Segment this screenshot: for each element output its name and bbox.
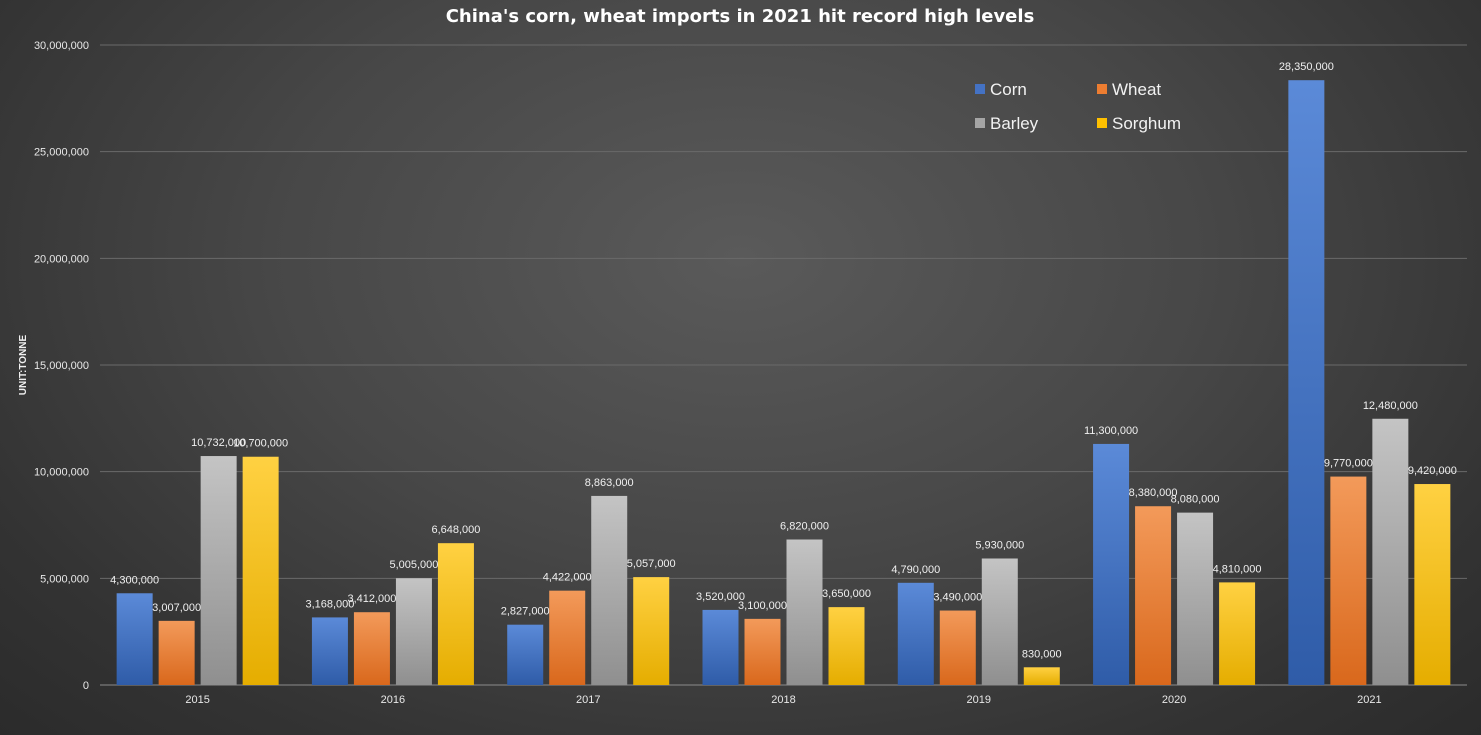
data-label-corn-2017: 2,827,000	[501, 606, 550, 618]
bar-barley-2018	[786, 539, 823, 685]
legend-label-wheat: Wheat	[1112, 80, 1161, 99]
data-label-barley-2021: 12,480,000	[1363, 400, 1418, 412]
bar-sorghum-2015	[242, 456, 279, 685]
bar-sorghum-2019	[1023, 667, 1060, 685]
bar-wheat-2018	[744, 618, 781, 685]
data-label-barley-2016: 5,005,000	[389, 559, 438, 571]
bar-corn-2020	[1093, 443, 1130, 685]
data-label-wheat-2016: 3,412,000	[347, 593, 396, 605]
bar-barley-2019	[981, 558, 1018, 685]
legend-swatch-corn	[975, 84, 985, 94]
y-tick-label: 10,000,000	[34, 467, 89, 479]
legend-swatch-sorghum	[1097, 118, 1107, 128]
x-tick-label: 2021	[1357, 694, 1381, 706]
bar-barley-2020	[1177, 512, 1214, 685]
bar-wheat-2020	[1135, 506, 1172, 685]
data-label-barley-2017: 8,863,000	[585, 477, 634, 489]
bar-corn-2017	[507, 624, 544, 685]
legend-swatch-barley	[975, 118, 985, 128]
bar-wheat-2015	[158, 620, 195, 685]
bar-corn-2015	[116, 593, 153, 685]
data-label-corn-2019: 4,790,000	[891, 564, 940, 576]
bar-sorghum-2016	[437, 543, 474, 685]
legend: Corn Wheat Barley Sorghum	[975, 80, 1181, 133]
y-tick-label: 25,000,000	[34, 147, 89, 159]
bars	[116, 80, 1451, 685]
y-axis-ticks: 0 5,000,000 10,000,000 15,000,000 20,000,000…	[34, 40, 89, 692]
bar-sorghum-2018	[828, 607, 865, 685]
data-label-sorghum-2015: 10,700,000	[233, 438, 288, 450]
bar-sorghum-2020	[1219, 582, 1256, 685]
x-tick-label: 2019	[967, 694, 991, 706]
data-label-corn-2016: 3,168,000	[305, 598, 354, 610]
data-label-sorghum-2016: 6,648,000	[431, 524, 480, 536]
bar-barley-2017	[591, 495, 628, 685]
y-axis-label: UNIT:TONNE	[18, 334, 29, 395]
bar-sorghum-2017	[633, 577, 670, 685]
bar-corn-2016	[311, 617, 348, 685]
data-label-barley-2015: 10,732,000	[191, 437, 246, 449]
y-tick-label: 0	[83, 680, 89, 692]
bar-corn-2019	[897, 582, 934, 685]
x-tick-label: 2015	[185, 694, 209, 706]
data-label-wheat-2015: 3,007,000	[152, 602, 201, 614]
bar-barley-2021	[1372, 418, 1409, 685]
x-tick-label: 2018	[771, 694, 795, 706]
data-label-sorghum-2019: 830,000	[1022, 648, 1062, 660]
data-label-barley-2018: 6,820,000	[780, 521, 829, 533]
bar-wheat-2017	[549, 590, 586, 685]
data-label-sorghum-2021: 9,420,000	[1408, 465, 1457, 477]
data-label-wheat-2020: 8,380,000	[1129, 487, 1178, 499]
data-label-corn-2020: 11,300,000	[1084, 425, 1138, 437]
y-tick-label: 20,000,000	[34, 253, 89, 265]
x-tick-label: 2020	[1162, 694, 1186, 706]
data-label-barley-2020: 8,080,000	[1171, 494, 1220, 506]
data-label-barley-2019: 5,930,000	[975, 539, 1024, 551]
bar-barley-2016	[395, 578, 432, 685]
bar-corn-2018	[702, 609, 739, 685]
bar-wheat-2016	[353, 612, 390, 685]
data-label-wheat-2019: 3,490,000	[933, 592, 982, 604]
data-label-corn-2018: 3,520,000	[696, 591, 745, 603]
legend-label-corn: Corn	[990, 80, 1027, 99]
y-tick-label: 30,000,000	[34, 40, 89, 52]
legend-label-sorghum: Sorghum	[1112, 114, 1181, 133]
legend-label-barley: Barley	[990, 114, 1039, 133]
bar-sorghum-2021	[1414, 484, 1451, 685]
bar-wheat-2021	[1330, 476, 1367, 685]
data-label-corn-2015: 4,300,000	[110, 574, 159, 586]
data-label-wheat-2018: 3,100,000	[738, 600, 787, 612]
bar-corn-2021	[1288, 80, 1325, 685]
gridlines	[100, 44, 1467, 686]
x-tick-label: 2016	[381, 694, 405, 706]
y-tick-label: 5,000,000	[40, 573, 89, 585]
data-label-sorghum-2017: 5,057,000	[627, 558, 676, 570]
x-axis-ticks: 2015 2016 2017 2018 2019 2020 2021	[185, 694, 1381, 706]
bar-wheat-2019	[939, 610, 976, 685]
bar-barley-2015	[200, 456, 237, 685]
data-label-wheat-2021: 9,770,000	[1324, 458, 1373, 470]
data-label-wheat-2017: 4,422,000	[543, 572, 592, 584]
data-label-corn-2021: 28,350,000	[1279, 61, 1334, 73]
y-tick-label: 15,000,000	[34, 360, 89, 372]
data-label-sorghum-2018: 3,650,000	[822, 588, 871, 600]
legend-swatch-wheat	[1097, 84, 1107, 94]
x-tick-label: 2017	[576, 694, 600, 706]
chart-title: China's corn, wheat imports in 2021 hit …	[446, 6, 1035, 27]
data-label-sorghum-2020: 4,810,000	[1213, 563, 1262, 575]
